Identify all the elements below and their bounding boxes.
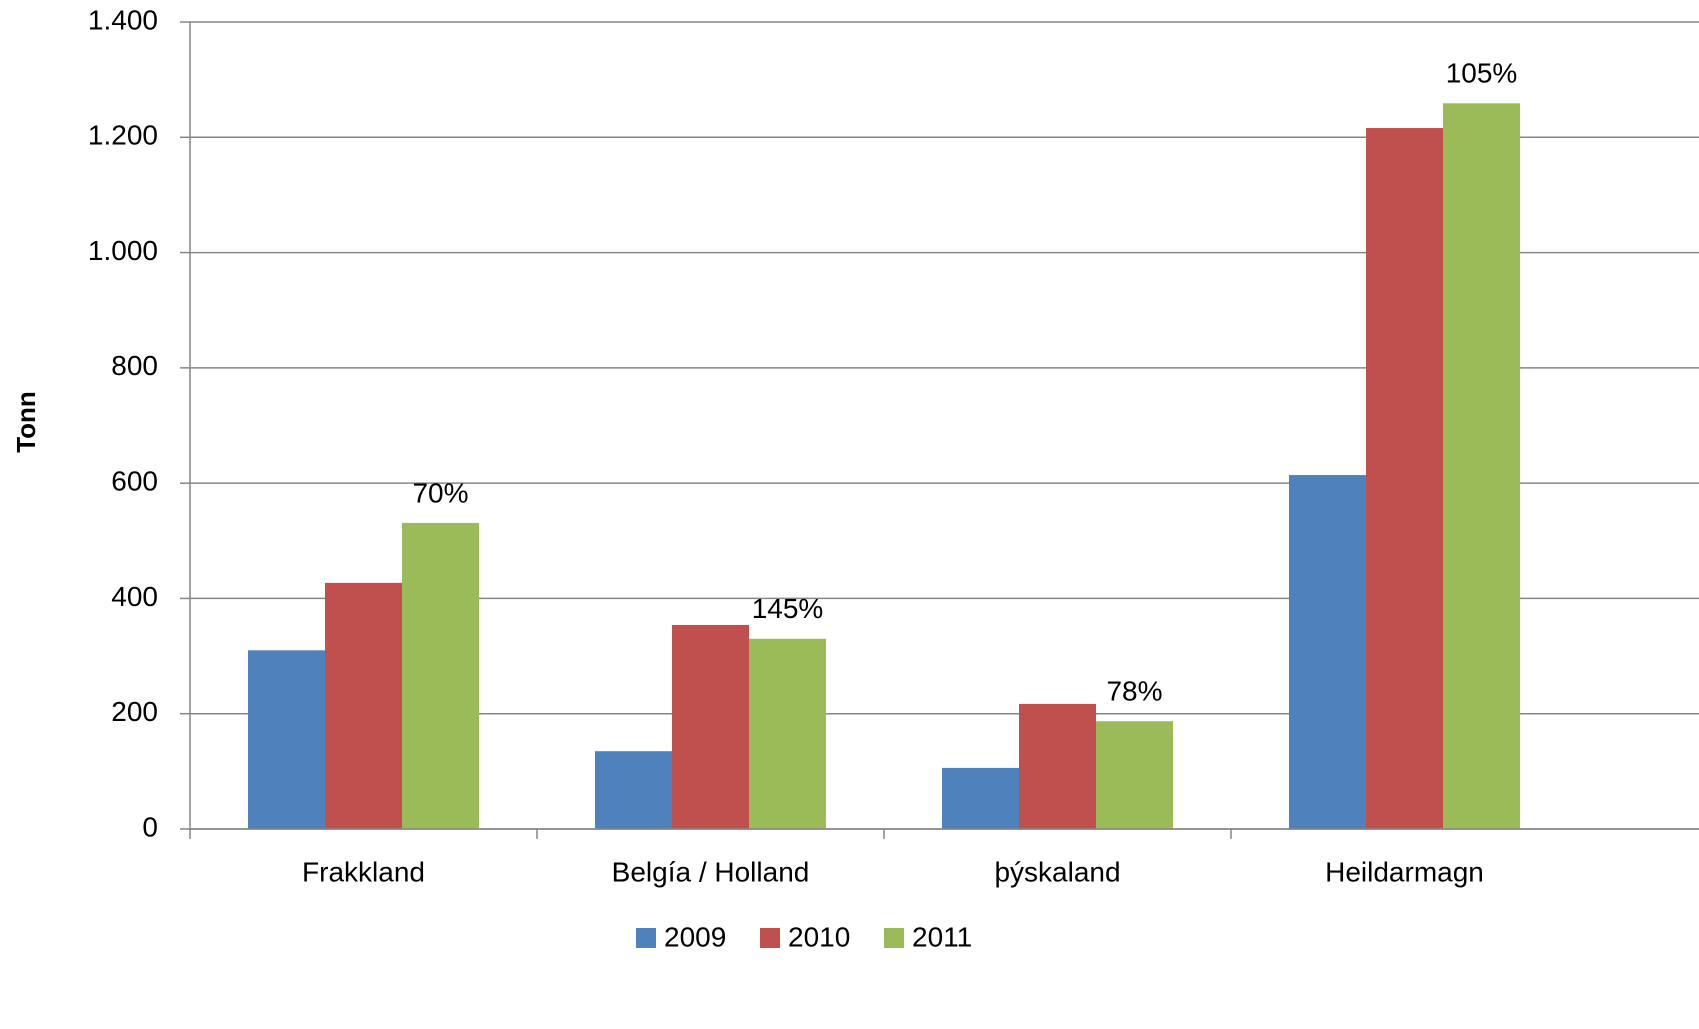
bar xyxy=(1366,128,1443,829)
annotation: 105% xyxy=(1446,58,1518,89)
y-tick-label: 1.000 xyxy=(88,235,158,266)
bar xyxy=(1019,703,1096,829)
bar xyxy=(942,767,1019,829)
y-axis-label: Tonn xyxy=(11,391,41,453)
x-tick-label: Frakkland xyxy=(302,856,425,887)
bar xyxy=(1443,103,1520,829)
bar xyxy=(672,624,749,829)
bar xyxy=(595,751,672,829)
legend-label: 2009 xyxy=(664,921,726,952)
x-tick-label: þýskaland xyxy=(994,856,1120,887)
y-tick-label: 800 xyxy=(111,350,158,381)
bar xyxy=(248,650,325,829)
bar xyxy=(1289,475,1366,829)
annotation: 70% xyxy=(412,477,468,508)
y-tick-label: 600 xyxy=(111,466,158,497)
annotation: 145% xyxy=(752,593,824,624)
bar xyxy=(749,638,826,829)
y-tick-label: 1.200 xyxy=(88,120,158,151)
legend-swatch xyxy=(760,928,780,948)
y-tick-label: 400 xyxy=(111,581,158,612)
bar xyxy=(325,582,402,829)
bar xyxy=(1096,721,1173,829)
y-tick-label: 0 xyxy=(142,811,158,842)
legend-swatch xyxy=(884,928,904,948)
legend-label: 2011 xyxy=(912,921,972,952)
x-tick-label: Heildarmagn xyxy=(1325,856,1484,887)
y-tick-label: 1.400 xyxy=(88,4,158,35)
y-tick-label: 200 xyxy=(111,696,158,727)
legend-label: 2010 xyxy=(788,921,850,952)
legend-swatch xyxy=(636,928,656,948)
x-tick-label: Belgía / Holland xyxy=(612,856,810,887)
annotation: 78% xyxy=(1106,676,1162,707)
bar xyxy=(402,522,479,829)
